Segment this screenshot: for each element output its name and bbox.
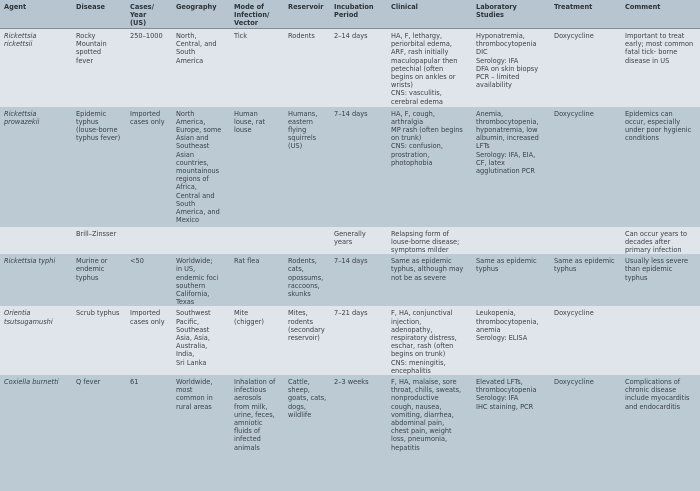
- column-header-disease: Disease: [72, 0, 126, 29]
- table-row: Orientia tsutsugamushi Scrub typhus Import…: [0, 306, 700, 375]
- cell-cases: 250–1000: [126, 28, 172, 107]
- cell-incubation: 7–14 days: [330, 106, 387, 227]
- cell-laboratory: Anemia, thrombocytopenia, hyponatremia, …: [472, 106, 550, 227]
- cell-mode: Tick: [230, 28, 284, 107]
- cell-incubation: 7–21 days: [330, 306, 387, 375]
- cell-treatment: Doxycycline: [550, 28, 621, 107]
- cell-reservoir: Mites, rodents (secondary reservoir): [284, 306, 330, 375]
- cell-clinical: F, HA, conjunctival injection, adenopath…: [387, 306, 472, 375]
- cell-cases: Imported cases only: [126, 306, 172, 375]
- cell-disease: Murine or endemic typhus: [72, 254, 126, 307]
- cell-reservoir: Humans, eastern flying squirrels (US): [284, 106, 330, 227]
- cell-disease: Scrub typhus: [72, 306, 126, 375]
- cell-agent: Rickettsia typhi: [0, 254, 72, 307]
- cell-laboratory: [472, 226, 550, 255]
- cell-cases: <50: [126, 254, 172, 307]
- cell-clinical: F, HA, malaise, sore throat, chills, swe…: [387, 374, 472, 491]
- column-header-cases: Cases/ Year (US): [126, 0, 172, 29]
- cell-comment: Epidemics can occur, especially under po…: [621, 106, 700, 227]
- column-header-mode: Mode of Infection/ Vector: [230, 0, 284, 29]
- column-header-geography: Geography: [172, 0, 230, 29]
- cell-treatment: Doxycycline: [550, 306, 621, 375]
- cell-comment: Can occur years to decades after primary…: [621, 226, 700, 255]
- cell-treatment: Same as epidemic typhus: [550, 254, 621, 307]
- cell-disease: Rocky Mountain spotted fever: [72, 28, 126, 107]
- cell-comment: Complications of chronic disease include…: [621, 374, 700, 491]
- cell-geography: [172, 226, 230, 255]
- cell-comment: Usually less severe than epidemic typhus: [621, 254, 700, 307]
- cell-clinical: Relapsing form of louse-borne disease; s…: [387, 226, 472, 255]
- cell-cases: Imported cases only: [126, 106, 172, 227]
- cell-treatment: Doxycycline: [550, 374, 621, 491]
- cell-reservoir: Rodents, cats, opossums, raccoons, skunk…: [284, 254, 330, 307]
- table-row: Rickettsia rickettsii Rocky Mountain spot…: [0, 28, 700, 107]
- cell-mode: Mite (chigger): [230, 306, 284, 375]
- cell-agent: Orientia tsutsugamushi: [0, 306, 72, 375]
- table-row: Rickettsia prowazekii Epidemic typhus (lo…: [0, 106, 700, 227]
- cell-geography: Worldwide, most common in rural areas: [172, 374, 230, 491]
- cell-disease: Q fever: [72, 374, 126, 491]
- cell-agent: [0, 226, 72, 255]
- cell-comment: [621, 306, 700, 375]
- cell-laboratory: Elevated LFTs, thrombocytopenia Serology…: [472, 374, 550, 491]
- cell-clinical: Same as epidemic typhus, although may no…: [387, 254, 472, 307]
- cell-disease: Epidemic typhus (louse-borne typhus feve…: [72, 106, 126, 227]
- cell-incubation: 2–14 days: [330, 28, 387, 107]
- column-header-reservoir: Reservoir: [284, 0, 330, 29]
- cell-mode: [230, 226, 284, 255]
- cell-geography: North America, Europe, some Asian and So…: [172, 106, 230, 227]
- table-row: Brill–Zinsser Generally years Relapsing fo…: [0, 226, 700, 255]
- cell-reservoir: Rodents: [284, 28, 330, 107]
- column-header-incubation: Incubation Period: [330, 0, 387, 29]
- cell-treatment: Doxycycline: [550, 106, 621, 227]
- column-header-clinical: Clinical: [387, 0, 472, 29]
- cell-reservoir: [284, 226, 330, 255]
- column-header-laboratory: Laboratory Studies: [472, 0, 550, 29]
- cell-cases: [126, 226, 172, 255]
- cell-clinical: HA, F, lethargy, periorbital edema, ARF,…: [387, 28, 472, 107]
- cell-laboratory: Same as epidemic typhus: [472, 254, 550, 307]
- cell-agent: Rickettsia rickettsii: [0, 28, 72, 107]
- cell-cases: 61: [126, 374, 172, 491]
- table-row: Coxiella burnetti Q fever 61 Worldwide, mos…: [0, 374, 700, 491]
- cell-mode: Human louse, rat louse: [230, 106, 284, 227]
- column-header-agent: Agent: [0, 0, 72, 29]
- cell-incubation: 7–14 days: [330, 254, 387, 307]
- cell-laboratory: Leukopenia, thrombocytopenia, anemia Ser…: [472, 306, 550, 375]
- cell-geography: North, Central, and South America: [172, 28, 230, 107]
- cell-geography: Worldwide; in US, endemic foci southern …: [172, 254, 230, 307]
- cell-treatment: [550, 226, 621, 255]
- cell-comment: Important to treat early; most common fa…: [621, 28, 700, 107]
- column-header-treatment: Treatment: [550, 0, 621, 29]
- cell-agent: Rickettsia prowazekii: [0, 106, 72, 227]
- column-header-comment: Comment: [621, 0, 700, 29]
- cell-laboratory: Hyponatremia, thrombocytopenia DIC Serol…: [472, 28, 550, 107]
- cell-incubation: 2–3 weeks: [330, 374, 387, 491]
- cell-clinical: HA, F, cough, arthralgia MP rash (often …: [387, 106, 472, 227]
- cell-mode: Inhalation of infectious aerosols from m…: [230, 374, 284, 491]
- cell-reservoir: Cattle, sheep, goats, cats, dogs, wildli…: [284, 374, 330, 491]
- cell-agent: Coxiella burnetti: [0, 374, 72, 491]
- table-row: Rickettsia typhi Murine or endemic typhus…: [0, 254, 700, 307]
- header-row: Agent Disease Cases/ Year (US) Geography Mod…: [0, 0, 700, 29]
- cell-geography: Southwest Pacific, Southeast Asia, Asia,…: [172, 306, 230, 375]
- cell-mode: Rat flea: [230, 254, 284, 307]
- cell-disease: Brill–Zinsser: [72, 226, 126, 255]
- cell-incubation: Generally years: [330, 226, 387, 255]
